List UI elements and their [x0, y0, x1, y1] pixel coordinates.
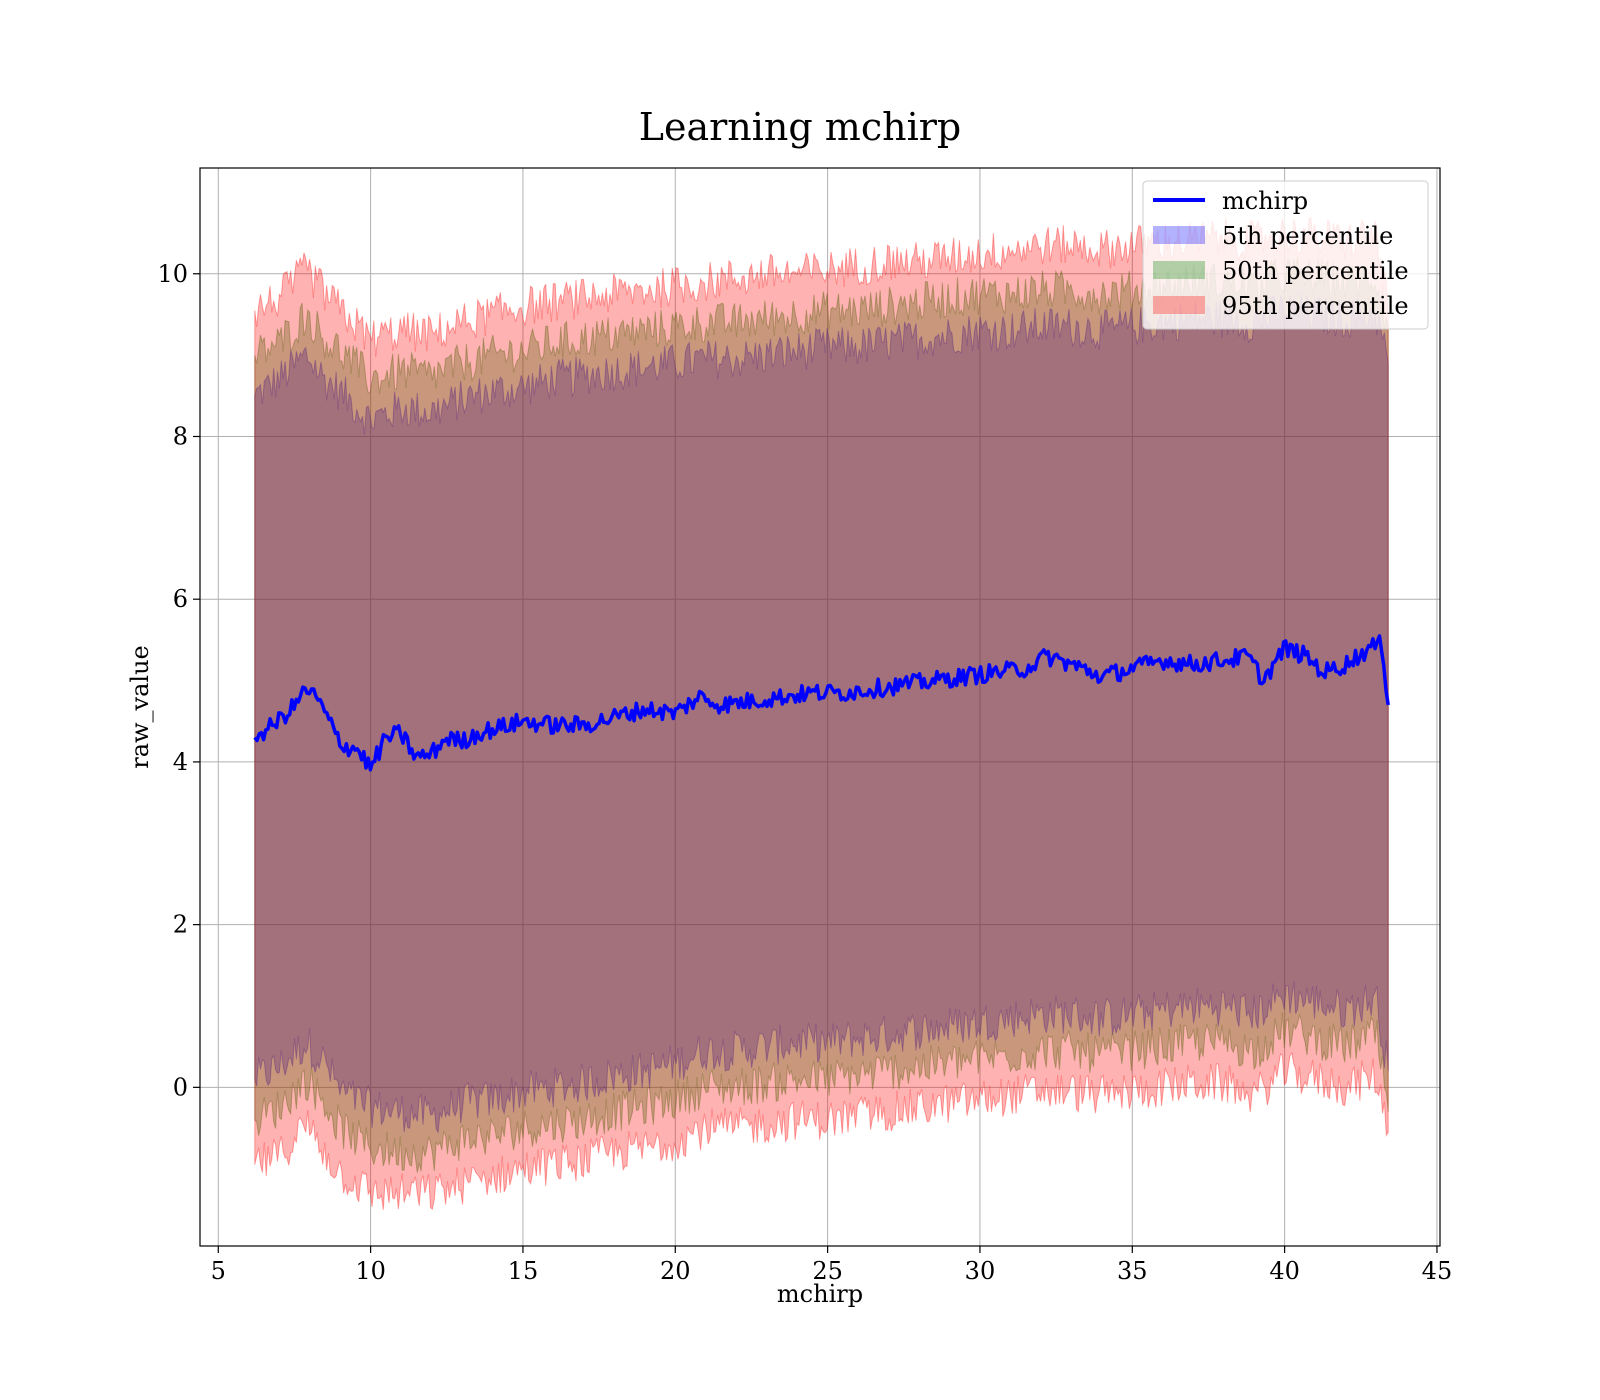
legend-entry-band-1: 50th percentile [1222, 257, 1409, 285]
y-tick-label: 2 [173, 911, 188, 939]
x-axis-ticks: 5 10 15 20 25 30 35 40 45 [211, 1246, 1453, 1285]
band-0 [254, 293, 1389, 1134]
series-line-layer [253, 634, 1390, 772]
legend: mchirp 5th percentile 50th percentile 95… [1142, 180, 1429, 330]
legend-swatch-band-1 [1153, 261, 1205, 279]
legend-entry-band-2: 95th percentile [1222, 292, 1409, 320]
x-tick-label: 15 [508, 1257, 539, 1285]
x-tick-label: 5 [211, 1257, 226, 1285]
grid-lines [200, 168, 1440, 1246]
x-tick-label: 25 [812, 1257, 843, 1285]
legend-entry-band-0: 5th percentile [1222, 222, 1393, 250]
x-tick-label: 35 [1117, 1257, 1148, 1285]
band-2 [254, 216, 1389, 1210]
x-tick-label: 45 [1422, 1257, 1453, 1285]
x-tick-label: 10 [355, 1257, 386, 1285]
x-axis-label: mchirp [777, 1280, 863, 1308]
x-tick-label: 40 [1269, 1257, 1300, 1285]
legend-box [1142, 180, 1429, 330]
y-tick-label: 4 [173, 748, 188, 776]
legend-swatch-band-0 [1153, 226, 1205, 244]
y-axis-label: raw_value [126, 645, 154, 769]
y-tick-label: 0 [173, 1073, 188, 1101]
percentile-bands [254, 216, 1389, 1210]
band-1 [254, 257, 1389, 1173]
legend-entry-line: mchirp [1222, 187, 1308, 215]
y-axis-ticks: 0 2 4 6 8 10 [157, 260, 200, 1101]
y-tick-label: 6 [173, 585, 188, 613]
plot-frame [199, 167, 1441, 1247]
y-tick-label: 8 [173, 422, 188, 450]
y-tick-label: 10 [157, 260, 188, 288]
chart-title: Learning mchirp [639, 105, 961, 149]
legend-swatch-band-2 [1153, 296, 1205, 314]
x-tick-label: 30 [965, 1257, 996, 1285]
mchirp-series-line [253, 634, 1390, 772]
x-tick-label: 20 [660, 1257, 691, 1285]
